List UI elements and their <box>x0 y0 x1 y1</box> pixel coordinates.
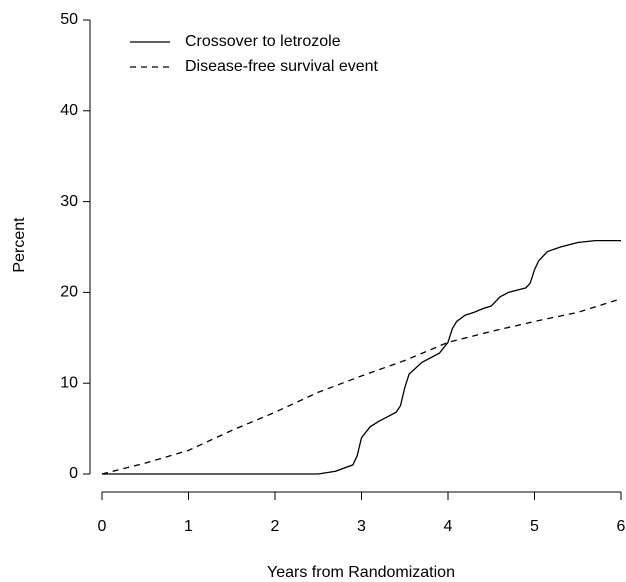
x-tick-label: 5 <box>530 518 539 535</box>
series-line <box>102 239 621 475</box>
y-axis-label: Percent <box>11 217 28 273</box>
series-line <box>101 298 622 475</box>
y-tick-label: 0 <box>69 465 78 482</box>
x-tick-label: 1 <box>184 518 193 535</box>
x-tick-label: 0 <box>98 518 107 535</box>
y-tick-label: 50 <box>60 11 78 28</box>
y-tick-label: 20 <box>60 284 78 301</box>
legend-label: Disease-free survival event <box>185 58 379 75</box>
legend-label: Crossover to letrozole <box>185 33 341 50</box>
x-tick-label: 2 <box>271 518 280 535</box>
y-tick-label: 10 <box>60 374 78 391</box>
x-tick-label: 3 <box>357 518 366 535</box>
y-tick-label: 30 <box>60 193 78 210</box>
y-tick-label: 40 <box>60 102 78 119</box>
x-axis-label: Years from Randomization <box>267 564 455 581</box>
x-tick-label: 4 <box>444 518 453 535</box>
x-tick-label: 6 <box>617 518 626 535</box>
